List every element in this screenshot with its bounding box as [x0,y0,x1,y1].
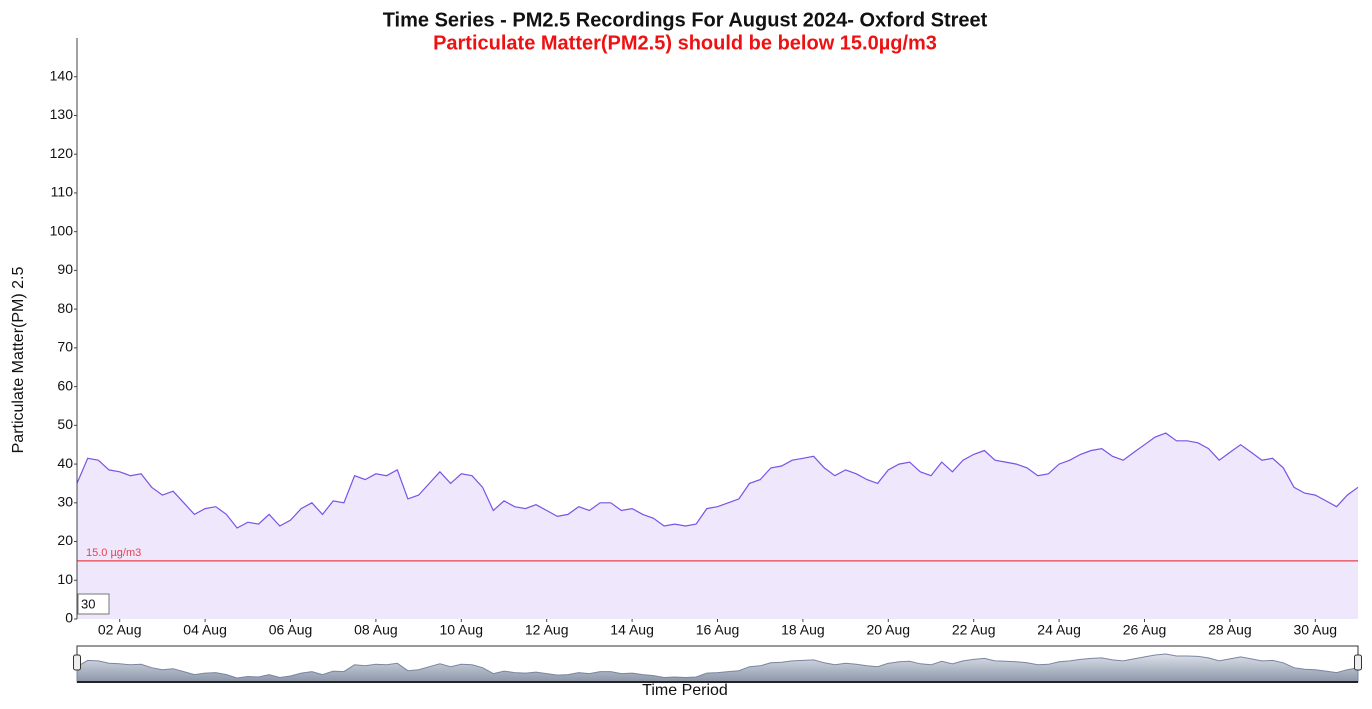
chart-title: Time Series - PM2.5 Recordings For Augus… [383,9,988,31]
y-tick-label: 20 [57,532,73,548]
window-input [77,593,110,615]
y-tick-label: 80 [57,300,73,316]
x-tick-label: 24 Aug [1037,622,1081,638]
y-tick-label: 100 [50,222,74,238]
x-tick-label: 08 Aug [354,622,398,638]
x-tick-label: 14 Aug [610,622,654,638]
range-handle[interactable] [73,654,81,671]
y-tick-label: 140 [50,67,74,83]
window-input-text: 30 [81,596,95,611]
x-tick-label: 16 Aug [696,622,740,638]
y-axis-label: Particulate Matter(PM) 2.5 [10,267,27,454]
x-tick-label: 12 Aug [525,622,569,638]
y-tick-label: 120 [50,145,74,161]
y-tick-label: 50 [57,416,73,432]
x-axis-label: Time Period [642,682,728,699]
x-tick-label: 06 Aug [269,622,313,638]
y-tick-label: 30 [57,494,73,510]
range-handle[interactable] [1354,654,1362,671]
x-tick-label: 02 Aug [98,622,142,638]
range-slider-area [76,653,1359,683]
x-tick-label: 10 Aug [439,622,483,638]
x-tick-label: 04 Aug [183,622,227,638]
y-tick-label: 60 [57,377,73,393]
y-tick-label: 110 [51,184,74,200]
x-tick-label: 30 Aug [1293,622,1337,638]
y-tick-label: 130 [50,106,74,122]
y-tick-label: 0 [65,610,73,626]
x-tick-label: 22 Aug [952,622,996,638]
y-tick-label: 10 [57,571,73,587]
area-fill [77,433,1358,619]
x-tick-label: 28 Aug [1208,622,1252,638]
y-tick-label: 40 [57,455,73,471]
y-tick-label: 70 [57,339,73,355]
x-tick-label: 20 Aug [866,622,910,638]
threshold-label: 15.0 µg/m3 [86,547,141,559]
x-tick-label: 18 Aug [781,622,825,638]
x-tick-label: 26 Aug [1123,622,1167,638]
y-tick-label: 90 [57,261,73,277]
series-line [76,432,1359,529]
chart-subtitle: Particulate Matter(PM2.5) should be belo… [433,32,937,54]
